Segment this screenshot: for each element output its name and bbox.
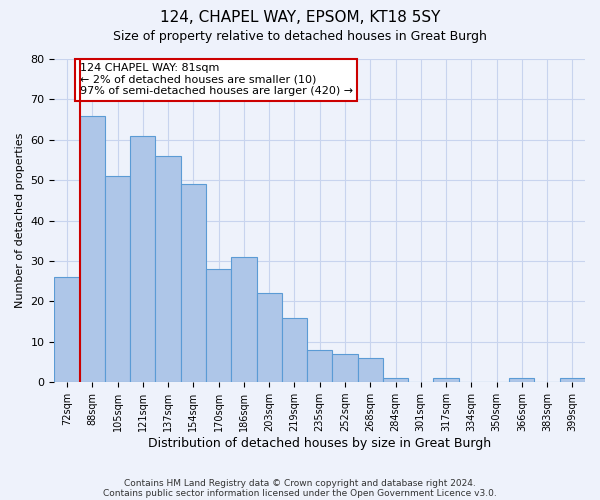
Bar (155, 156, 181, 382)
Bar (206, 269, 231, 382)
Bar (332, 354, 358, 382)
Bar (130, 136, 155, 382)
Bar (560, 378, 585, 382)
Bar (433, 378, 458, 382)
Bar (307, 350, 332, 382)
Text: 124 CHAPEL WAY: 81sqm
← 2% of detached houses are smaller (10)
97% of semi-detac: 124 CHAPEL WAY: 81sqm ← 2% of detached h… (80, 63, 353, 96)
Bar (55, 277, 80, 382)
Bar (231, 257, 257, 382)
Bar (282, 318, 307, 382)
X-axis label: Distribution of detached houses by size in Great Burgh: Distribution of detached houses by size … (148, 437, 491, 450)
Bar (80, 116, 105, 382)
Text: Contains HM Land Registry data © Crown copyright and database right 2024.: Contains HM Land Registry data © Crown c… (124, 478, 476, 488)
Bar (257, 294, 282, 382)
Bar (358, 358, 383, 382)
Text: Size of property relative to detached houses in Great Burgh: Size of property relative to detached ho… (113, 30, 487, 43)
Y-axis label: Number of detached properties: Number of detached properties (15, 133, 25, 308)
Bar (383, 378, 408, 382)
Bar (509, 378, 535, 382)
Bar (181, 184, 206, 382)
Text: 124, CHAPEL WAY, EPSOM, KT18 5SY: 124, CHAPEL WAY, EPSOM, KT18 5SY (160, 10, 440, 25)
Bar (105, 176, 130, 382)
Text: Contains public sector information licensed under the Open Government Licence v3: Contains public sector information licen… (103, 488, 497, 498)
